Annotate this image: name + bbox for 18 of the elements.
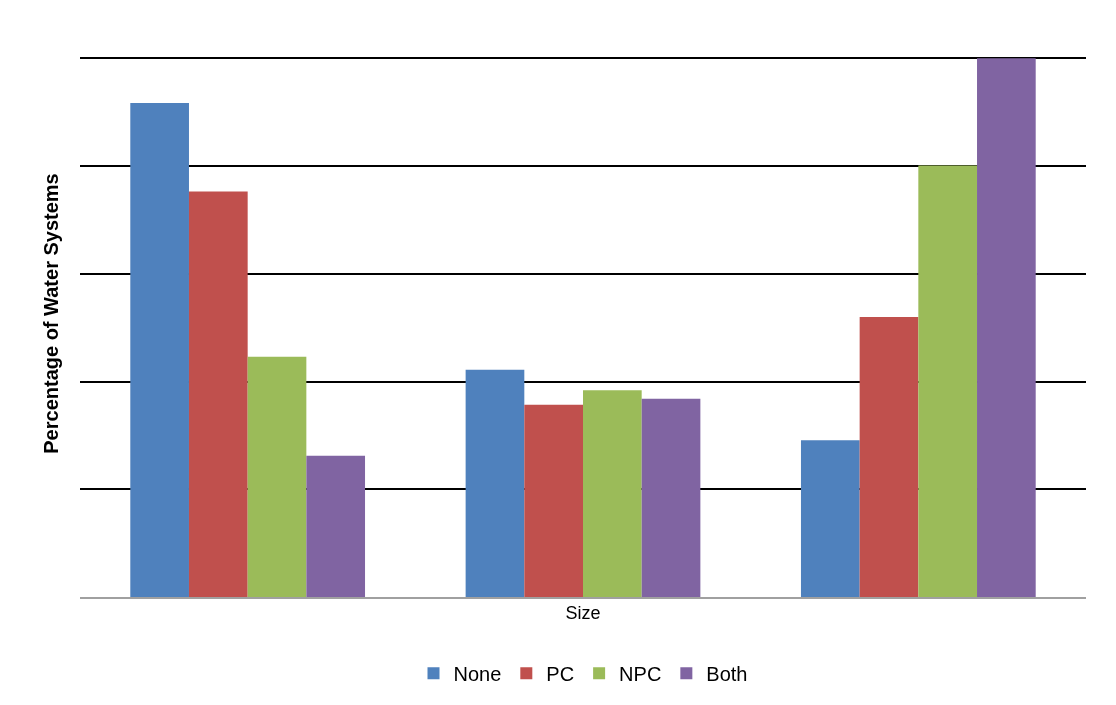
legend-label: NPC: [619, 663, 662, 685]
bar: [130, 103, 189, 597]
x-axis-title: Size: [565, 602, 601, 623]
bar: [524, 404, 583, 597]
bar: [465, 369, 525, 597]
legend-label: None: [453, 663, 502, 685]
bar: [641, 398, 701, 597]
bar: [306, 455, 366, 597]
bar: [247, 356, 307, 597]
bar: [800, 440, 860, 597]
legend-label: PC: [546, 663, 575, 685]
bar: [977, 58, 1036, 597]
legend-label: Both: [706, 663, 748, 685]
bar: [918, 165, 978, 597]
bar: [188, 191, 248, 597]
y-axis-title: Percentage of Water Systems: [39, 173, 62, 454]
bar: [583, 390, 642, 597]
bar: [859, 316, 919, 597]
